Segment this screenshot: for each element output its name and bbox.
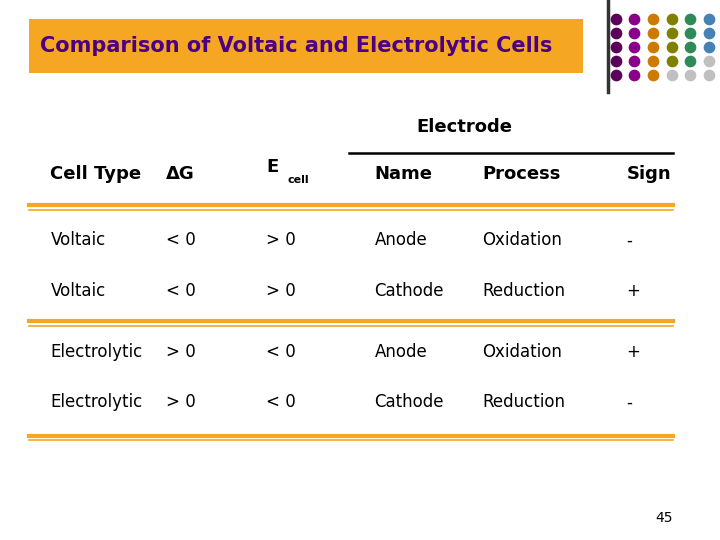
Text: < 0: < 0 [266, 393, 296, 411]
Text: Voltaic: Voltaic [50, 231, 106, 249]
Text: Voltaic: Voltaic [50, 281, 106, 300]
Text: 45: 45 [656, 511, 673, 525]
Text: E: E [266, 158, 279, 176]
Text: Cathode: Cathode [374, 393, 444, 411]
Text: > 0: > 0 [266, 281, 296, 300]
Text: < 0: < 0 [266, 343, 296, 361]
Text: -: - [626, 231, 632, 249]
Text: +: + [626, 343, 640, 361]
Text: Cell Type: Cell Type [50, 165, 142, 183]
Text: Oxidation: Oxidation [482, 343, 562, 361]
Text: Reduction: Reduction [482, 281, 565, 300]
Text: Electrode: Electrode [416, 118, 513, 136]
Text: +: + [626, 281, 640, 300]
Text: < 0: < 0 [166, 281, 195, 300]
Text: -: - [626, 393, 632, 411]
Text: ΔG: ΔG [166, 165, 194, 183]
Text: Process: Process [482, 165, 561, 183]
Text: < 0: < 0 [166, 231, 195, 249]
Text: Comparison of Voltaic and Electrolytic Cells: Comparison of Voltaic and Electrolytic C… [40, 36, 552, 56]
Text: cell: cell [288, 176, 310, 185]
Text: Anode: Anode [374, 231, 427, 249]
Text: Oxidation: Oxidation [482, 231, 562, 249]
Text: > 0: > 0 [166, 393, 195, 411]
FancyBboxPatch shape [29, 19, 583, 73]
Text: Sign: Sign [626, 165, 671, 183]
Text: Electrolytic: Electrolytic [50, 393, 143, 411]
Text: Anode: Anode [374, 343, 427, 361]
Text: > 0: > 0 [166, 343, 195, 361]
Text: Electrolytic: Electrolytic [50, 343, 143, 361]
Text: Reduction: Reduction [482, 393, 565, 411]
Text: > 0: > 0 [266, 231, 296, 249]
Text: Name: Name [374, 165, 433, 183]
Text: Cathode: Cathode [374, 281, 444, 300]
